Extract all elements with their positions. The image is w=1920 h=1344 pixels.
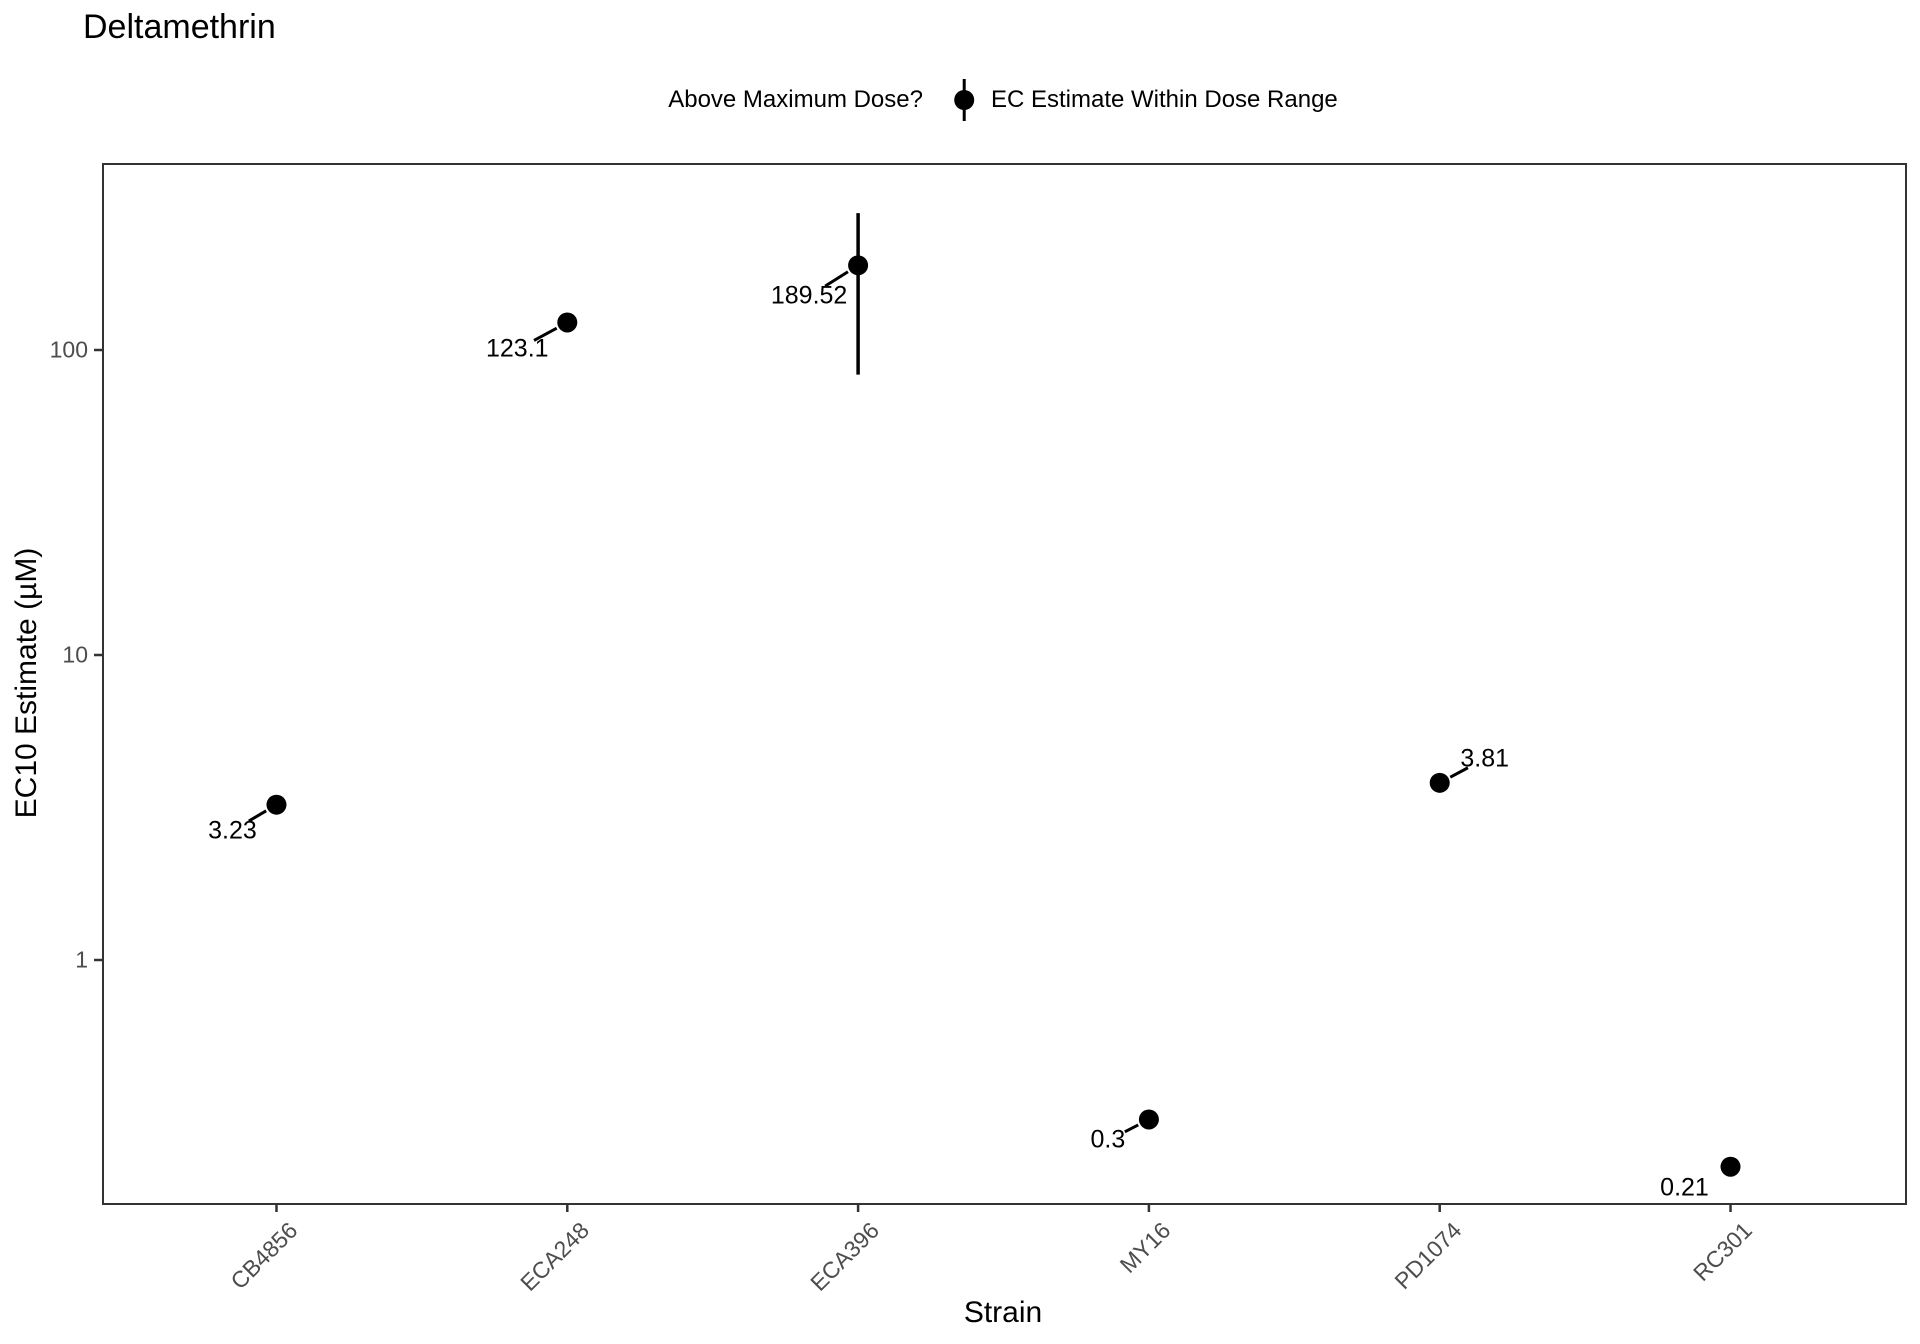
plot-panel bbox=[102, 163, 1907, 1205]
data-point-rc301 bbox=[1720, 1156, 1741, 1177]
label-leader-line bbox=[1124, 1123, 1139, 1134]
legend-title: Above Maximum Dose? bbox=[668, 86, 923, 113]
y-tick-label: 10 bbox=[62, 641, 88, 668]
point-label-my16: 0.3 bbox=[1090, 1125, 1126, 1154]
label-leader-line bbox=[824, 270, 849, 288]
point-label-eca396: 189.52 bbox=[770, 281, 848, 310]
label-leader-line bbox=[248, 809, 267, 823]
point-label-cb4856: 3.23 bbox=[208, 816, 257, 845]
legend-entry-label: EC Estimate Within Dose Range bbox=[990, 86, 1338, 113]
y-tick-label: 100 bbox=[49, 336, 88, 363]
y-axis-title: EC10 Estimate (µM) bbox=[10, 547, 43, 819]
data-point-cb4856 bbox=[266, 794, 287, 815]
pointrange-icon bbox=[953, 79, 974, 121]
data-point-eca396 bbox=[848, 255, 869, 276]
data-point-my16 bbox=[1138, 1109, 1159, 1130]
y-tick-label: 1 bbox=[75, 946, 88, 973]
point-label-pd1074: 3.81 bbox=[1460, 744, 1510, 773]
legend: Above Maximum Dose? EC Estimate Within D… bbox=[668, 76, 1338, 124]
data-point-eca248 bbox=[557, 312, 578, 333]
point-label-rc301: 0.21 bbox=[1660, 1173, 1709, 1202]
data-point-pd1074 bbox=[1429, 772, 1450, 793]
plot-title: Deltamethrin bbox=[83, 8, 276, 46]
label-leader-line bbox=[1449, 766, 1469, 779]
point-label-eca248: 123.1 bbox=[486, 334, 549, 363]
x-axis-title: Strain bbox=[963, 1296, 1043, 1329]
label-leader-line bbox=[533, 326, 558, 342]
